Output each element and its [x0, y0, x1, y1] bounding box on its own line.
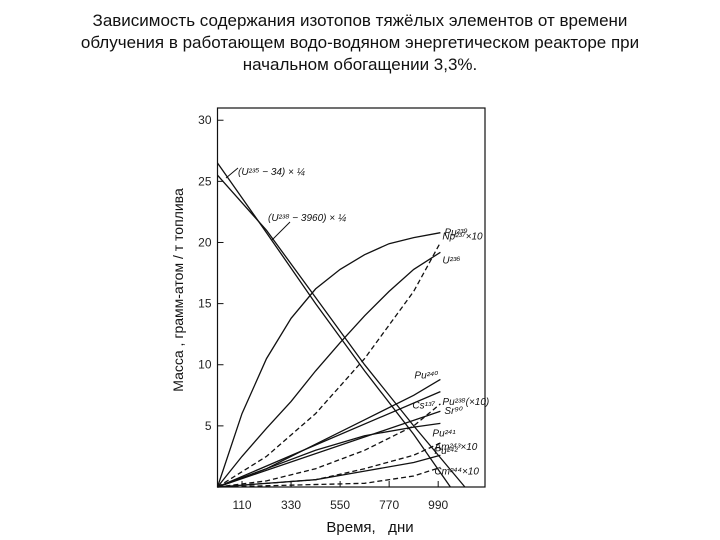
series-label: U²³⁶	[442, 255, 460, 266]
title-line: облучения в работающем водо-водяном энер…	[80, 33, 640, 52]
series-label: (U²³⁸ − 3960) × ¼	[268, 212, 346, 224]
x-axis-label: Время, дни	[326, 519, 413, 536]
y-tick-label: 20	[198, 235, 212, 249]
series-label: Cm²⁴⁴×10	[434, 466, 479, 477]
series-label: Pu²³⁸(×10)	[442, 397, 489, 408]
series-line	[217, 410, 441, 488]
chart-title: Зависимость содержания изотопов тяжёлых …	[20, 10, 700, 76]
label-leader	[271, 221, 291, 241]
series-line	[217, 242, 441, 488]
series-line	[216, 232, 441, 488]
y-axis-label: Масса , грамм-атом / т топлива	[170, 188, 186, 392]
title-line: Зависимость содержания изотопов тяжёлых …	[92, 11, 628, 30]
series-label: Pu²⁴⁰	[414, 370, 438, 381]
y-tick-label: 5	[205, 419, 212, 433]
y-tick-label: 10	[198, 358, 212, 372]
title-line: начальном обогащении 3,3%.	[242, 55, 478, 74]
series-label: Pu²⁴¹	[432, 428, 456, 439]
series-line	[217, 403, 441, 488]
series-label: Sr⁹⁰	[444, 406, 462, 417]
series-line	[217, 391, 441, 488]
y-tick-label: 30	[198, 113, 212, 127]
x-tick-label: 550	[330, 498, 350, 512]
series-line	[217, 466, 441, 488]
series-label: Cs¹³⁷	[412, 401, 435, 412]
y-tick-label: 15	[198, 297, 212, 311]
x-tick-label: 110	[232, 498, 251, 512]
y-tick-label: 25	[198, 174, 212, 188]
series-line	[217, 378, 441, 488]
series-line	[216, 162, 451, 488]
x-tick-label: 770	[379, 498, 399, 512]
x-tick-label: 330	[281, 498, 301, 512]
series-label: Am²⁴³×10	[433, 442, 477, 453]
series-line	[216, 251, 441, 488]
series-label: (U²³⁵ − 34) × ¼	[238, 166, 305, 178]
series-label: Np²³⁷×10	[442, 231, 483, 242]
series-label: Pu²⁴²	[434, 446, 458, 457]
x-tick-label: 990	[428, 498, 448, 512]
plot-frame	[216, 107, 486, 488]
series-line	[217, 174, 466, 488]
series-line	[217, 454, 441, 488]
series-line	[217, 422, 441, 488]
series-label: Pu²³⁹	[444, 228, 467, 239]
label-leader	[225, 167, 239, 179]
